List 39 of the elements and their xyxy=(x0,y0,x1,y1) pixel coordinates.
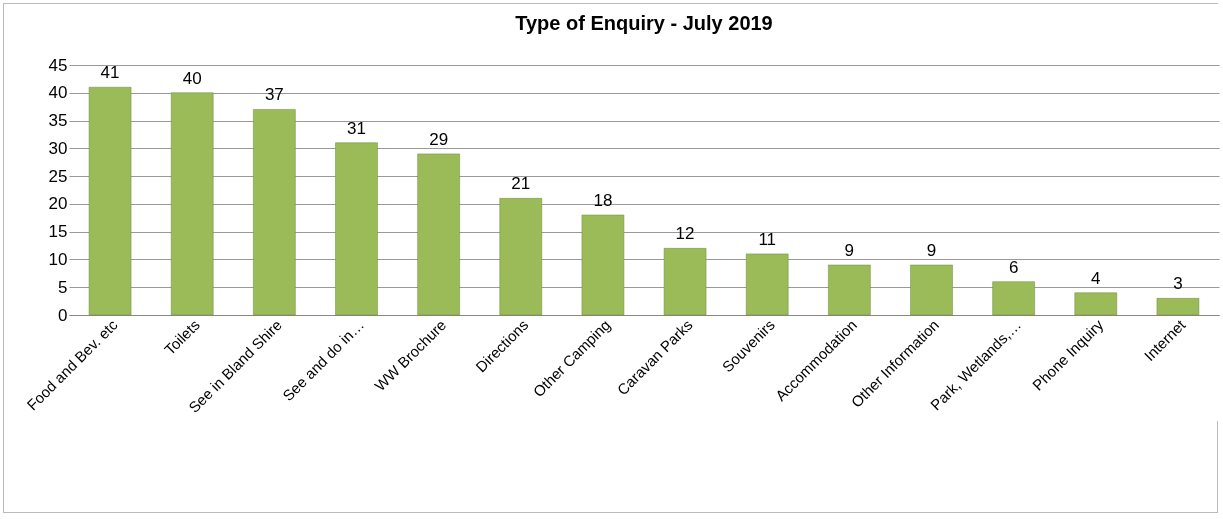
bar xyxy=(499,198,543,316)
data-label: 3 xyxy=(1173,274,1183,294)
bar xyxy=(253,109,296,316)
data-label: 11 xyxy=(758,229,777,249)
bar xyxy=(745,253,789,316)
data-label: 40 xyxy=(182,68,202,88)
y-tick-label: 40 xyxy=(48,83,68,103)
data-label: 18 xyxy=(593,191,613,210)
bar xyxy=(992,281,1035,316)
bar xyxy=(1156,298,1200,316)
data-label: 9 xyxy=(926,241,937,260)
data-label: 9 xyxy=(844,241,855,260)
y-tick-label: 5 xyxy=(58,277,68,297)
data-label: 12 xyxy=(675,224,695,244)
bar xyxy=(910,264,953,316)
data-label: 6 xyxy=(1008,257,1019,277)
data-label: 37 xyxy=(264,85,284,105)
y-tick-label: 45 xyxy=(48,55,68,75)
bar xyxy=(170,92,214,316)
y-tick-label: 10 xyxy=(48,249,68,269)
chart-title: Type of Enquiry - July 2019 xyxy=(515,12,773,34)
y-tick-label: 20 xyxy=(48,194,68,214)
bar xyxy=(581,214,625,316)
data-label: 4 xyxy=(1091,268,1101,288)
y-tick-label: 35 xyxy=(48,111,68,131)
bar xyxy=(663,248,707,316)
bar xyxy=(1074,292,1118,316)
y-tick-label: 30 xyxy=(48,138,68,158)
data-label: 41 xyxy=(100,63,120,83)
data-label: 31 xyxy=(347,118,366,138)
bar xyxy=(335,142,378,316)
data-label: 21 xyxy=(511,174,531,194)
bar xyxy=(88,86,132,316)
data-label: 29 xyxy=(429,129,449,149)
bar xyxy=(417,153,460,316)
y-tick-label: 0 xyxy=(58,305,68,325)
y-tick-label: 25 xyxy=(48,166,68,186)
bar xyxy=(828,264,871,316)
y-tick-label: 15 xyxy=(48,222,68,242)
